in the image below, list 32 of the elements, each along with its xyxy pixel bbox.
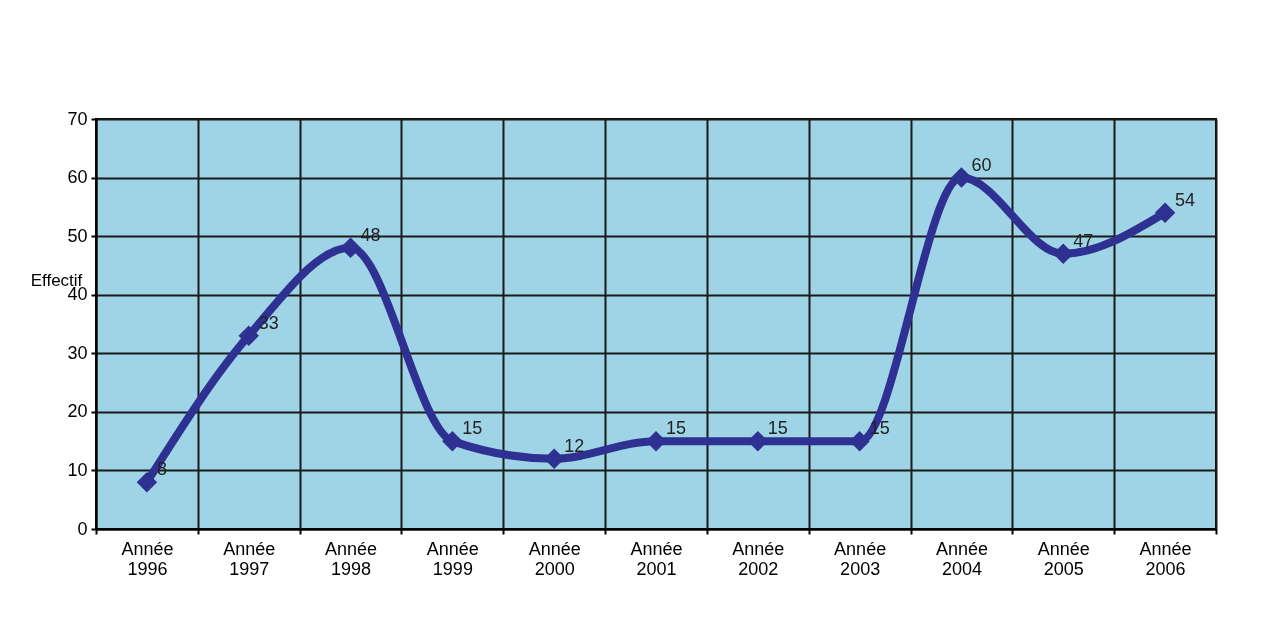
point xyxy=(1154,202,1176,223)
y-tick-label: 50 xyxy=(67,225,88,246)
data-label: 15 xyxy=(767,418,788,439)
data-label: 60 xyxy=(971,154,992,175)
y-tick-label: 60 xyxy=(67,167,88,188)
x-tick-label: Année 1996 xyxy=(121,538,174,579)
x-tick-label: Année 1998 xyxy=(325,538,378,579)
y-tick-label: 30 xyxy=(67,342,88,363)
x-tick-label: Année 2003 xyxy=(834,538,887,579)
x-tick-label: Année 2000 xyxy=(528,538,581,579)
point xyxy=(136,471,158,493)
y-tick-label: 0 xyxy=(77,518,88,539)
x-tick-label: Année 2006 xyxy=(1139,538,1192,579)
data-label: 15 xyxy=(666,418,687,439)
x-tick-label: Année 2005 xyxy=(1037,538,1090,579)
y-tick-label: 70 xyxy=(67,108,88,129)
x-tick-label: Année 1997 xyxy=(223,538,276,579)
x-tick-label: Année 2004 xyxy=(935,538,988,579)
data-label: 47 xyxy=(1073,230,1094,251)
data-label: 15 xyxy=(462,418,483,439)
point xyxy=(340,237,361,259)
x-tick-label: Année 2002 xyxy=(732,538,785,579)
point xyxy=(442,430,463,452)
data-label: 54 xyxy=(1175,189,1196,210)
x-tick-label: Année 1999 xyxy=(426,538,479,579)
data-label: 8 xyxy=(156,459,167,480)
point xyxy=(238,325,259,346)
x-tick-label: Année 2001 xyxy=(630,538,683,579)
data-label: 12 xyxy=(564,435,585,456)
y-tick-label: 20 xyxy=(67,401,88,422)
point xyxy=(951,167,972,188)
y-tick-label: 10 xyxy=(67,459,88,480)
